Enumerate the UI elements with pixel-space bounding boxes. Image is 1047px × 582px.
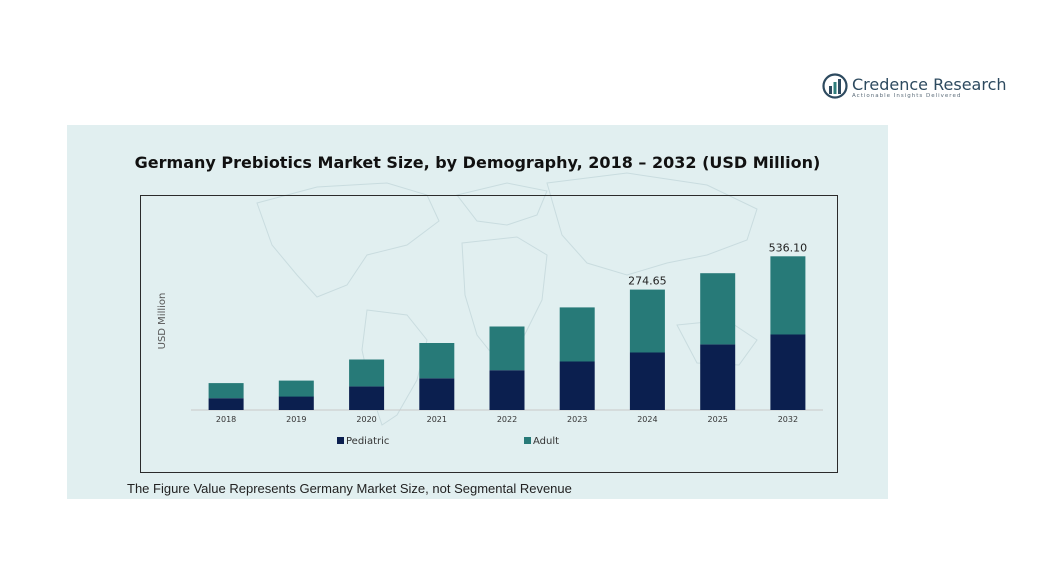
chart-frame	[140, 195, 838, 473]
footnote: The Figure Value Represents Germany Mark…	[127, 481, 572, 496]
x-tick-label-2023: 2023	[567, 415, 587, 424]
bar-adult-2021	[419, 343, 455, 379]
bar-adult-2020	[349, 359, 385, 387]
x-tick-label-2018: 2018	[216, 415, 236, 424]
legend-label-pediatric: Pediatric	[346, 436, 389, 447]
x-tick-label-2021: 2021	[427, 415, 447, 424]
brand-logo: Credence Research Actionable Insights De…	[822, 73, 1007, 101]
bar-pediatric-2025	[700, 344, 736, 410]
bar-adult-2022	[489, 326, 525, 371]
bar-pediatric-2023	[559, 361, 595, 410]
y-axis-label: USD Million	[157, 293, 168, 350]
bar-adult-2024	[629, 289, 665, 353]
bar-adult-2018	[208, 383, 244, 399]
bar-adult-2032	[770, 256, 806, 335]
x-tick-label-2022: 2022	[497, 415, 517, 424]
bar-pediatric-2021	[419, 378, 455, 410]
stacked-bar-chart: USD Million 2018 2019 2020 2021 2022 2023 2024…	[157, 241, 823, 447]
chart-title: Germany Prebiotics Market Size, by Demog…	[134, 153, 821, 172]
bar-pediatric-2022	[489, 370, 525, 410]
bar-adult-2023	[559, 307, 595, 362]
legend-swatch-pediatric	[337, 437, 344, 444]
bar-adult-2025	[700, 273, 736, 345]
chart-panel: Germany Prebiotics Market Size, by Demog…	[67, 125, 888, 499]
bar-pediatric-2024	[629, 352, 665, 410]
bar-pediatric-2020	[349, 386, 385, 410]
brand-tagline: Actionable Insights Delivered	[852, 93, 962, 99]
data-label-2024: 274.65	[628, 275, 667, 288]
bar-chart-logo-icon	[822, 73, 848, 99]
bar-adult-2019	[278, 380, 314, 397]
x-tick-label-2020: 2020	[356, 415, 376, 424]
bar-pediatric-2019	[278, 396, 314, 410]
bar-pediatric-2032	[770, 334, 806, 410]
legend-swatch-adult	[524, 437, 531, 444]
data-label-2032: 536.10	[769, 241, 808, 254]
brand-name: Credence Research	[852, 75, 1007, 94]
legend-label-adult: Adult	[533, 436, 559, 447]
x-tick-label-2024: 2024	[637, 415, 657, 424]
x-tick-label-2025: 2025	[708, 415, 728, 424]
x-tick-label-2019: 2019	[286, 415, 306, 424]
bar-pediatric-2018	[208, 398, 244, 410]
x-tick-label-2032: 2032	[778, 415, 798, 424]
